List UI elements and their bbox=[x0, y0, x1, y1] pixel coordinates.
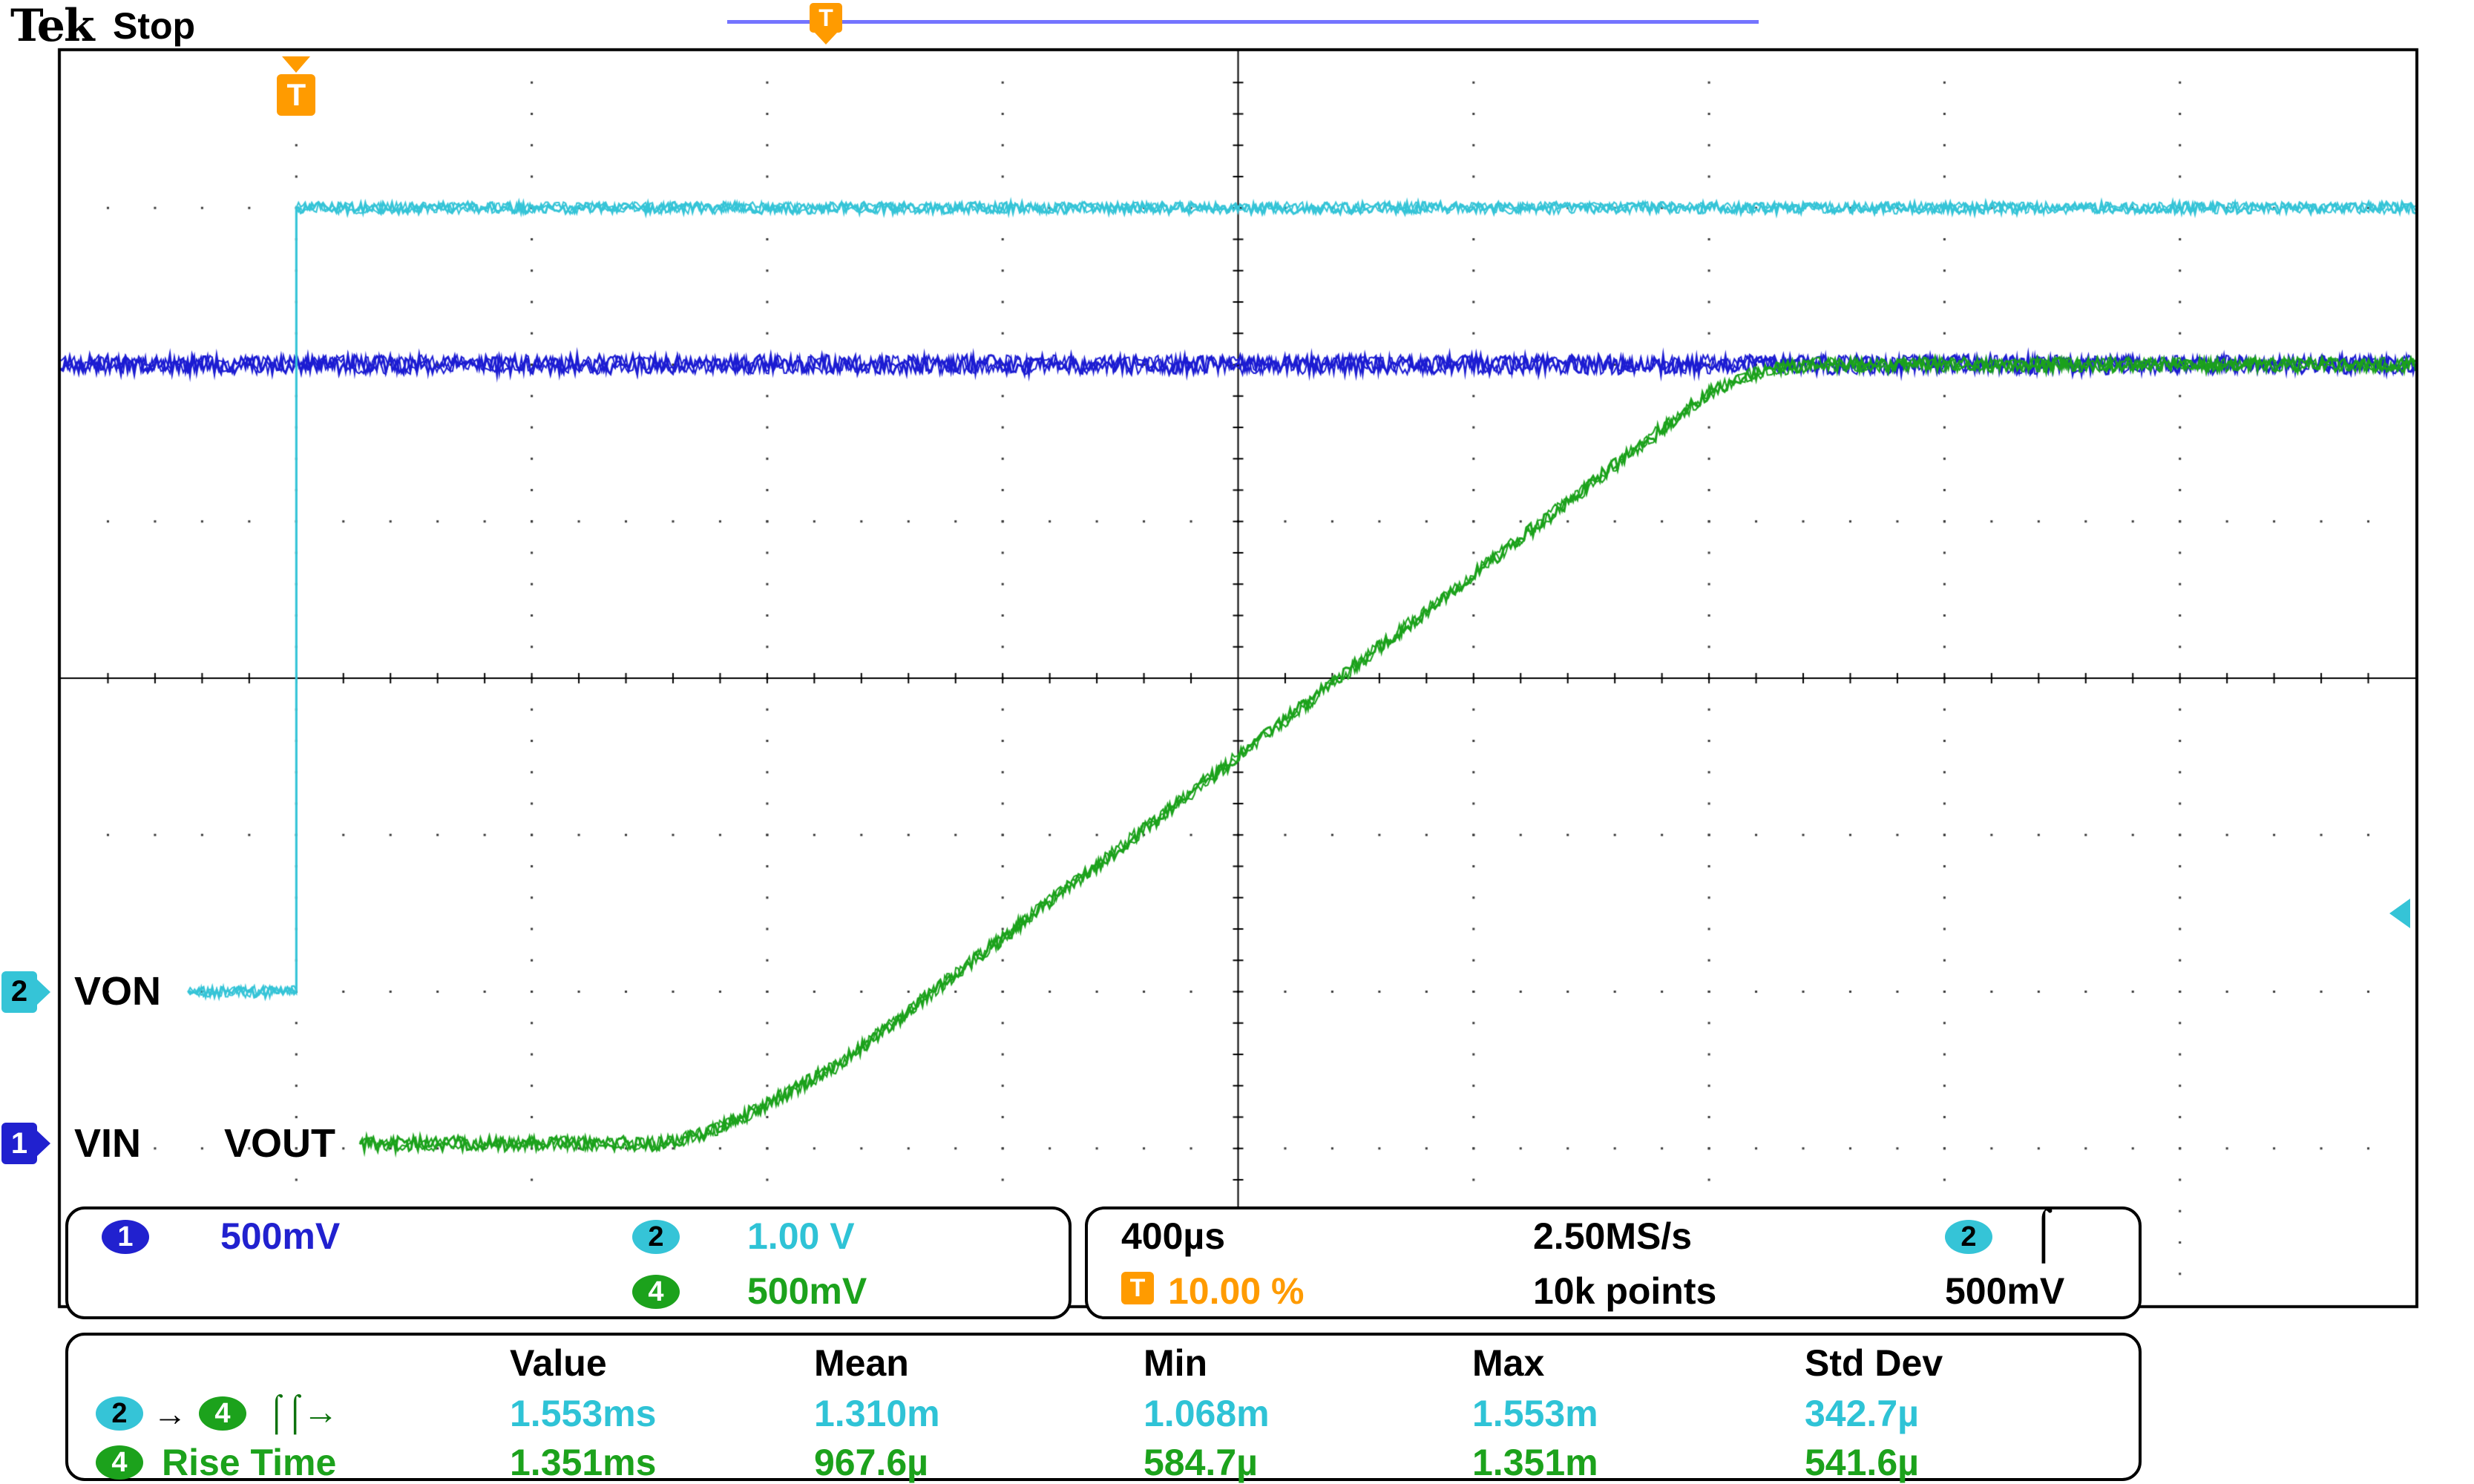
triangle-right-icon bbox=[37, 979, 50, 1005]
timebase-readout: 400µs bbox=[1121, 1215, 1226, 1257]
arrow-right-icon: → bbox=[153, 1394, 187, 1433]
measurements-box: Value Mean Min Max Std Dev 2 → 4 ⌠⌠→ 1.5… bbox=[65, 1333, 2142, 1483]
meas2-stddev: 541.6µ bbox=[1805, 1442, 1919, 1483]
edge-slope-icon: ⌠ bbox=[2029, 1204, 2058, 1259]
meas1-dest-badge: 4 bbox=[199, 1396, 246, 1431]
meas2-min: 584.7µ bbox=[1144, 1442, 1258, 1483]
triangle-down-icon bbox=[282, 56, 311, 73]
col-header-value: Value bbox=[510, 1342, 607, 1384]
meas2-max: 1.351m bbox=[1472, 1442, 1598, 1483]
trigger-level-arrow[interactable] bbox=[2389, 898, 2410, 928]
ch1-scale-readout: 500mV bbox=[220, 1215, 341, 1257]
col-header-min: Min bbox=[1144, 1342, 1208, 1384]
col-header-mean: Mean bbox=[814, 1342, 909, 1384]
ch1-position-marker[interactable]: 1 bbox=[1, 1123, 50, 1165]
record-view-bar bbox=[727, 20, 1759, 24]
channel-1-badge[interactable]: 1 bbox=[102, 1220, 149, 1254]
vout-label: VOUT bbox=[224, 1121, 336, 1166]
trigger-position-marker[interactable]: T bbox=[277, 56, 316, 116]
delay-measurement-icon: ⌠⌠→ bbox=[266, 1393, 338, 1432]
channel-2-badge[interactable]: 2 bbox=[632, 1220, 680, 1254]
trigger-flag-icon: T bbox=[277, 74, 316, 116]
col-header-stddev: Std Dev bbox=[1805, 1342, 1943, 1384]
meas1-min: 1.068m bbox=[1144, 1393, 1270, 1434]
trigger-flag-icon: T bbox=[810, 3, 842, 33]
tek-logo: Tek bbox=[10, 0, 95, 52]
trigger-source-badge[interactable]: 2 bbox=[1945, 1220, 1992, 1254]
vin-label: VIN bbox=[74, 1121, 142, 1166]
ch2-scale-readout: 1.00 V bbox=[747, 1215, 855, 1257]
record-trigger-marker[interactable]: T bbox=[810, 3, 842, 45]
meas1-max: 1.553m bbox=[1472, 1393, 1598, 1434]
channel-4-badge[interactable]: 4 bbox=[632, 1275, 680, 1309]
vertical-readout-box: 1 500mV 2 1.00 V 4 500mV bbox=[65, 1206, 1072, 1319]
channel-1-icon: 1 bbox=[1, 1123, 37, 1165]
meas1-mean: 1.310m bbox=[814, 1393, 940, 1434]
meas2-label: Rise Time bbox=[162, 1442, 337, 1483]
record-length-readout: 10k points bbox=[1533, 1270, 1717, 1312]
trigger-position-readout: 10.00 % bbox=[1168, 1270, 1305, 1312]
meas2-mean: 967.6µ bbox=[814, 1442, 928, 1483]
acquisition-status: Stop bbox=[113, 5, 196, 47]
sample-rate-readout: 2.50MS/s bbox=[1533, 1215, 1693, 1257]
triangle-right-icon bbox=[37, 1131, 50, 1157]
channel-2-icon: 2 bbox=[1, 971, 37, 1013]
ch2-position-marker[interactable]: 2 bbox=[1, 971, 50, 1013]
meas2-value: 1.351ms bbox=[510, 1442, 657, 1483]
col-header-max: Max bbox=[1472, 1342, 1545, 1384]
ch4-scale-readout: 500mV bbox=[747, 1270, 867, 1312]
meas1-source-badge: 2 bbox=[96, 1396, 143, 1431]
horizontal-trigger-readout-box: 400µs 2.50MS/s 2 ⌠ T 10.00 % 10k points … bbox=[1085, 1204, 2142, 1319]
von-label: VON bbox=[74, 969, 162, 1014]
meas1-value: 1.553ms bbox=[510, 1393, 657, 1434]
trigger-level-readout: 500mV bbox=[1945, 1270, 2065, 1312]
triangle-down-icon bbox=[815, 33, 837, 45]
meas1-stddev: 342.7µ bbox=[1805, 1393, 1919, 1434]
meas2-source-badge: 4 bbox=[96, 1445, 143, 1480]
trigger-T-icon: T bbox=[1121, 1272, 1154, 1304]
